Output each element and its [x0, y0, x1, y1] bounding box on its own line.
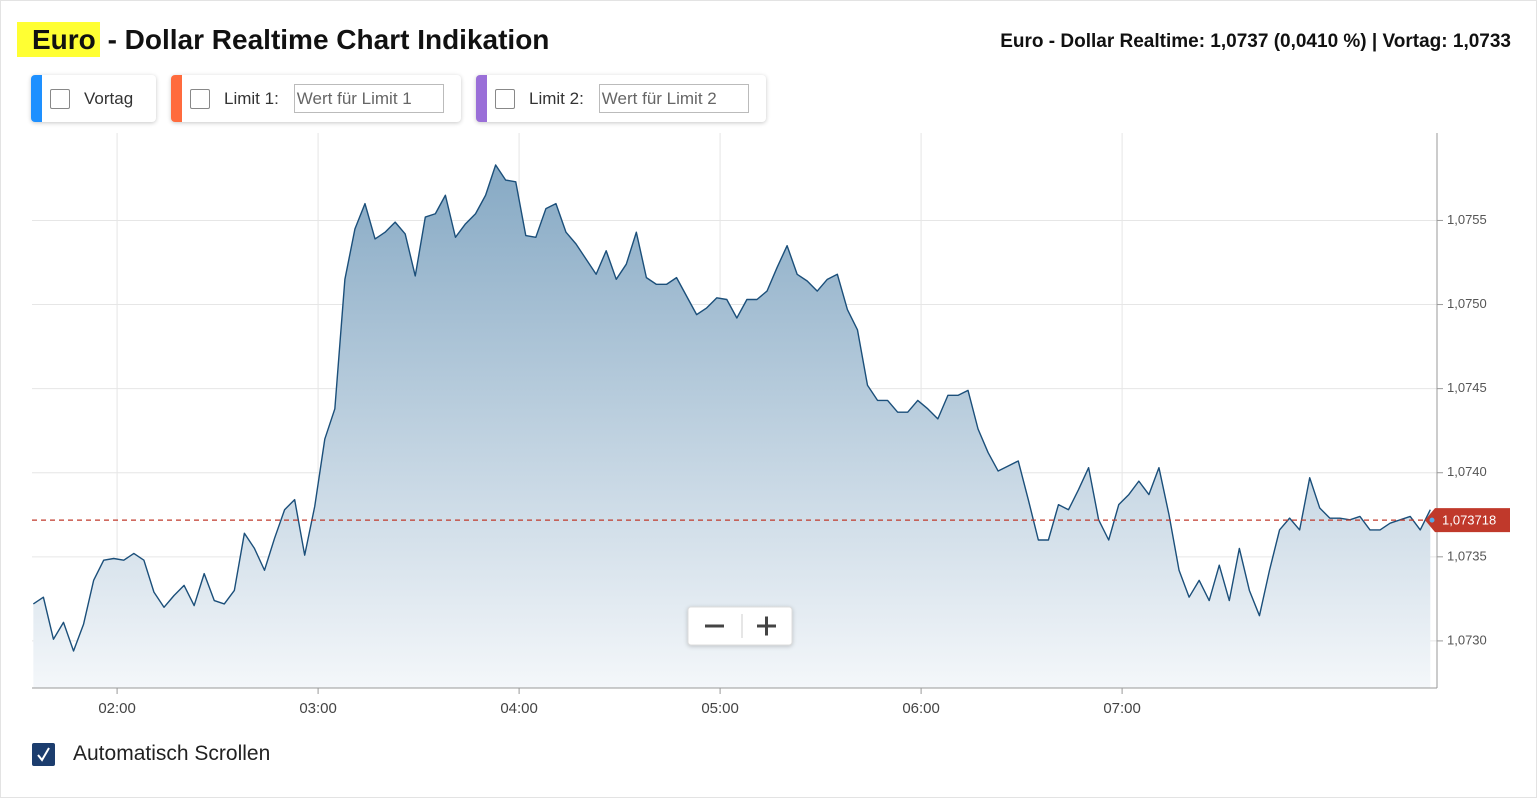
x-tick-label: 02:00 [98, 700, 136, 717]
checkbox[interactable] [32, 742, 55, 766]
check-path [37, 746, 50, 762]
x-tick-label: 07:00 [1103, 700, 1141, 717]
limit2-control: Limit 2: Wert für Limit 2 [476, 75, 766, 122]
x-tick-label: 06:00 [902, 700, 940, 717]
zoom-out[interactable] [689, 608, 741, 644]
auto-scroll[interactable]: Automatisch Scrollen [32, 742, 270, 766]
limit1-control: Limit 1: Wert für Limit 1 [171, 75, 461, 122]
checkbox[interactable] [495, 88, 515, 109]
y-tick-label: 1,0735 [1447, 548, 1487, 563]
y-tick-label: 1,0745 [1447, 380, 1487, 395]
control-label: Vortag [84, 88, 134, 108]
reference-dot [1429, 517, 1435, 523]
limit-input[interactable]: Wert für Limit 2 [598, 84, 749, 113]
reference: 1,073718 [32, 508, 1510, 533]
title: Euro - Dollar Realtime Chart Indikation [17, 22, 550, 57]
control-label: Limit 2: [529, 88, 584, 108]
axes: 1,0730 1,0735 1,0740 1,0745 1,0750 1,0755 02:0… [32, 133, 1487, 717]
x-tick-label: 05:00 [701, 700, 739, 717]
area-fill [33, 164, 1431, 688]
zoom-in[interactable] [743, 608, 791, 644]
x-tick-label: 03:00 [299, 700, 337, 717]
reference-tag [1425, 508, 1510, 533]
checkmark [37, 746, 50, 762]
y-tick-label: 1,0750 [1447, 296, 1487, 311]
quote: Euro - Dollar Realtime: 1,0737 (0,0410 %… [1000, 31, 1511, 52]
price-line [32, 164, 1431, 652]
series [32, 164, 1431, 688]
reference-label: 1,073718 [1442, 513, 1496, 528]
y-tick-label: 1,0730 [1447, 632, 1487, 647]
checkbox[interactable] [50, 88, 70, 109]
title-highlight: Euro [17, 22, 100, 57]
limit-input[interactable]: Wert für Limit 1 [293, 84, 444, 113]
control-label: Limit 1: [224, 88, 279, 108]
auto-scroll-label: Automatisch Scrollen [73, 742, 271, 765]
y-tick-label: 1,0755 [1447, 212, 1487, 227]
title-rest: - Dollar Realtime Chart Indikation [107, 24, 550, 55]
y-tick-label: 1,0740 [1447, 464, 1487, 479]
zoom-control [687, 606, 793, 646]
vortag-toggle[interactable]: Vortag [31, 75, 156, 122]
checkbox[interactable] [190, 88, 210, 109]
x-tick-label: 04:00 [500, 700, 538, 717]
